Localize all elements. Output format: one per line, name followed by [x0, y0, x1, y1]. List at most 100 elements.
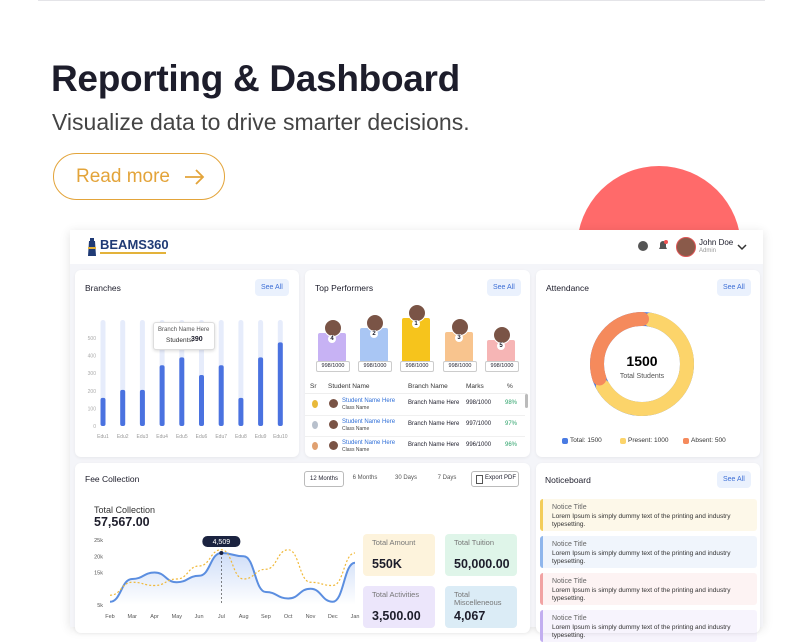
bar — [277, 342, 283, 426]
hero-subtitle: Visualize data to drive smarter decision… — [52, 109, 470, 135]
student-avatar — [329, 441, 338, 450]
x-tick-label: Dec — [328, 614, 338, 620]
table-header[interactable]: Marks — [466, 383, 484, 390]
y-tick-label: 200 — [88, 389, 97, 395]
podium-rank: 5 — [497, 342, 505, 350]
percent: 98% — [505, 400, 518, 406]
y-tick-label: 20k — [94, 554, 103, 560]
x-tick-label: Edu5 — [176, 434, 188, 440]
scrollbar — [525, 394, 528, 408]
total-value: 57,567.00 — [94, 515, 150, 529]
bar-chart: 0 100 200 300 400 500 Edu1 Edu2 Edu3 Edu4 Edu5 Edu6… — [88, 320, 288, 440]
read-more-button[interactable]: Read more — [53, 153, 225, 200]
export-label: Export PDF — [485, 475, 517, 481]
table-header[interactable]: Branch Name — [408, 383, 448, 390]
podium-score: 998/1000 — [358, 361, 392, 372]
podium-rank: 3 — [455, 334, 463, 342]
x-tick-label: May — [172, 614, 183, 620]
x-tick-label: Nov — [306, 614, 316, 620]
y-tick-label: 300 — [88, 371, 97, 377]
tooltip-box — [202, 536, 241, 547]
chevron[interactable] — [737, 243, 747, 251]
donut-segment — [590, 312, 694, 416]
stat-card: Total Tuition 50,000.00 — [445, 534, 517, 576]
legend-swatch — [683, 438, 689, 444]
tooltip-label: 4,509 — [213, 539, 231, 546]
y-tick-label: 0 — [93, 424, 96, 430]
bar — [159, 365, 165, 426]
panel-title: Top Performers — [315, 283, 374, 293]
student-name: Student Name Here — [342, 419, 396, 425]
panel-title: Attendance — [546, 283, 590, 293]
total-label: Total Collection — [94, 505, 156, 515]
table-header[interactable]: Student Name — [328, 383, 370, 390]
hero-title: Reporting & Dashboard — [51, 58, 460, 99]
line-chart: 5k 15k 20k 25k Feb Mar Apr May Jun Jul Aug Sep Oct No… — [94, 536, 360, 620]
notice-title: Notice Title — [552, 541, 587, 548]
top-rule — [38, 0, 765, 1]
notice-title: Notice Title — [552, 615, 587, 622]
period-tab[interactable]: 7 Days — [437, 475, 457, 481]
notice-text: Lorem Ipsum is simply dummy text of the … — [552, 513, 731, 528]
notice-panel — [536, 463, 760, 633]
x-tick-label: Jun — [195, 614, 204, 620]
bell-icon[interactable] — [657, 240, 669, 252]
student-avatar — [329, 399, 338, 408]
donut-segment — [590, 312, 694, 416]
page: {"hero":{"title":"Reporting & Dashboard"… — [38, 0, 765, 642]
see-all-button[interactable]: See All — [487, 279, 521, 296]
percent: 97% — [505, 421, 518, 427]
legend-swatch — [620, 438, 626, 444]
stat-label: Total Activities — [372, 590, 420, 599]
x-tick-label: Jan — [351, 614, 360, 620]
class-name: Class Name — [342, 447, 370, 453]
bar — [199, 374, 204, 426]
area — [110, 553, 355, 605]
period-tab[interactable]: 12 Months — [304, 471, 344, 487]
bar — [258, 357, 264, 426]
period-tab[interactable]: 30 Days — [394, 475, 417, 481]
notice-text: Lorem Ipsum is simply dummy text of the … — [552, 624, 731, 639]
class-name: Class Name — [342, 426, 370, 432]
arrow-icon — [185, 169, 205, 185]
stat-label: Total Miscelleneous — [454, 590, 502, 607]
tooltip-key: Students: — [166, 337, 194, 344]
student-name: Student Name Here — [342, 440, 396, 446]
export-button[interactable]: Export PDF — [471, 471, 519, 487]
row-rule — [305, 415, 525, 416]
table-rule[interactable] — [305, 393, 527, 394]
line — [109, 551, 356, 603]
see-all-button[interactable]: See All — [717, 471, 751, 488]
stat-label: Total Tuition — [454, 538, 495, 547]
avatar[interactable] — [676, 237, 696, 257]
center-label: Total Students — [620, 373, 665, 380]
x-tick-label: Edu7 — [215, 434, 227, 440]
x-tick-label: Aug — [239, 614, 249, 620]
medal-icon — [312, 400, 318, 408]
podium-rank: 4 — [328, 335, 336, 343]
x-tick-label: Edu1 — [97, 434, 109, 440]
button-label: Read more — [76, 166, 170, 187]
bar — [120, 389, 126, 426]
branch-name: Branch Name Here — [408, 400, 460, 406]
x-tick-label: Edu8 — [235, 434, 247, 440]
x-tick-label: Edu6 — [196, 434, 208, 440]
x-tick-label: Edu9 — [255, 434, 267, 440]
y-tick-label: 15k — [94, 571, 103, 577]
notice-card: Notice Title Lorem Ipsum is simply dummy … — [540, 610, 757, 642]
period-tab[interactable]: 6 Months — [352, 475, 378, 481]
y-tick-label: 400 — [88, 354, 97, 360]
user-role: Admin — [699, 248, 717, 254]
student-name: Student Name Here — [342, 398, 396, 404]
notice-card: Notice Title Lorem Ipsum is simply dummy … — [540, 573, 757, 605]
tooltip-value: 390 — [191, 336, 203, 343]
see-all-button[interactable]: See All — [717, 279, 751, 296]
table-header[interactable]: % — [507, 383, 513, 390]
x-tick-label: Edu4 — [156, 434, 168, 440]
percent: 96% — [505, 442, 518, 448]
logo: BEAMS360 — [100, 237, 169, 252]
table-header[interactable]: Sr — [310, 383, 317, 390]
bar — [139, 389, 145, 426]
see-all-button[interactable]: See All — [255, 279, 289, 296]
help-icon[interactable] — [638, 241, 648, 251]
